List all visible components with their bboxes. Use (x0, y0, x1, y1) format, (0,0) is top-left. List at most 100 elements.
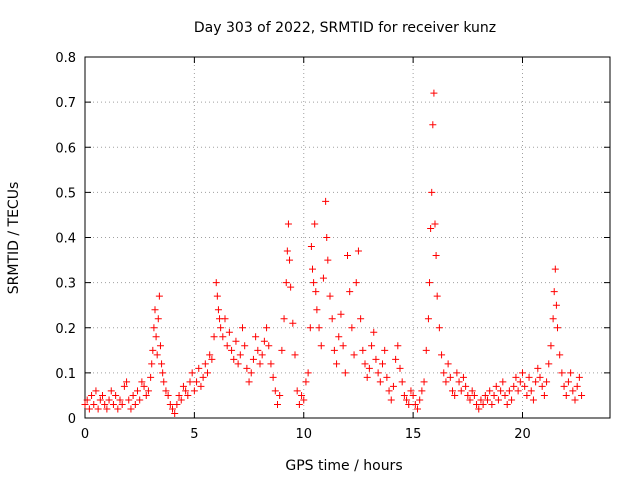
data-point (337, 310, 345, 318)
data-point (88, 391, 96, 399)
data-point (201, 360, 209, 368)
data-point (536, 373, 544, 381)
data-point (547, 342, 555, 350)
data-point (435, 324, 443, 332)
data-point (564, 378, 572, 386)
data-point (438, 351, 446, 359)
data-point (311, 220, 319, 228)
data-point (503, 400, 511, 408)
y-tick-label: 0.7 (55, 96, 76, 111)
data-point (125, 396, 133, 404)
data-point (287, 283, 295, 291)
data-point (392, 355, 400, 363)
data-point (254, 346, 262, 354)
data-point (81, 400, 89, 408)
data-point (195, 364, 203, 372)
data-point (193, 378, 201, 386)
data-point (241, 342, 249, 350)
data-point (490, 391, 498, 399)
data-point (234, 360, 242, 368)
data-point (118, 400, 126, 408)
data-point (556, 351, 564, 359)
data-point (214, 306, 222, 314)
data-point (166, 400, 174, 408)
data-point (398, 378, 406, 386)
data-point (521, 382, 529, 390)
data-point (206, 351, 214, 359)
data-point (263, 324, 271, 332)
data-point (322, 197, 330, 205)
data-point (464, 391, 472, 399)
data-point (455, 378, 463, 386)
data-point (558, 369, 566, 377)
data-point (243, 364, 251, 372)
data-point (422, 346, 430, 354)
y-tick-label: 0.2 (55, 322, 76, 337)
data-point (169, 405, 176, 413)
data-point (271, 387, 279, 395)
data-point (249, 355, 257, 363)
data-point (283, 247, 291, 255)
y-tick-label: 0.3 (55, 277, 76, 292)
data-point (534, 364, 542, 372)
data-point (385, 387, 393, 395)
data-point (562, 391, 570, 399)
data-point (451, 391, 459, 399)
data-point (510, 382, 518, 390)
data-point (532, 378, 540, 386)
data-point (160, 378, 168, 386)
data-point (265, 342, 273, 350)
data-point (140, 382, 148, 390)
data-point (335, 333, 343, 341)
data-point (424, 315, 432, 323)
data-point (379, 360, 386, 368)
data-point (505, 387, 513, 395)
data-point (175, 391, 183, 399)
data-point (462, 382, 470, 390)
data-point (525, 373, 533, 381)
data-point (497, 387, 505, 395)
data-point (177, 396, 185, 404)
data-point (427, 224, 435, 232)
data-point (83, 396, 91, 404)
data-point (90, 400, 98, 408)
data-point (567, 369, 575, 377)
data-point (138, 378, 146, 386)
data-point (306, 324, 314, 332)
data-point (144, 387, 152, 395)
data-point (416, 396, 424, 404)
data-point (120, 382, 128, 390)
data-point (453, 369, 461, 377)
data-point (245, 378, 253, 386)
x-tick-label: 0 (81, 427, 89, 442)
data-point (508, 396, 516, 404)
data-point (219, 333, 227, 341)
data-point (339, 342, 347, 350)
data-point (313, 306, 321, 314)
data-point (549, 315, 557, 323)
data-point (538, 382, 546, 390)
data-point (217, 324, 225, 332)
data-point (444, 360, 452, 368)
data-point (289, 319, 297, 327)
data-point (230, 355, 238, 363)
data-point (142, 391, 150, 399)
data-point (479, 400, 487, 408)
data-point (190, 387, 198, 395)
data-point (223, 342, 231, 350)
data-point (359, 346, 367, 354)
data-point (488, 400, 496, 408)
data-point (103, 405, 111, 413)
data-point (236, 351, 244, 359)
y-tick-label: 0.4 (55, 232, 76, 247)
data-point (330, 346, 338, 354)
data-point (282, 279, 290, 287)
data-point (96, 396, 104, 404)
data-point (341, 369, 349, 377)
data-point (232, 337, 240, 345)
data-point (324, 256, 332, 264)
data-point (457, 387, 465, 395)
data-point (239, 324, 246, 332)
data-point (151, 306, 159, 314)
